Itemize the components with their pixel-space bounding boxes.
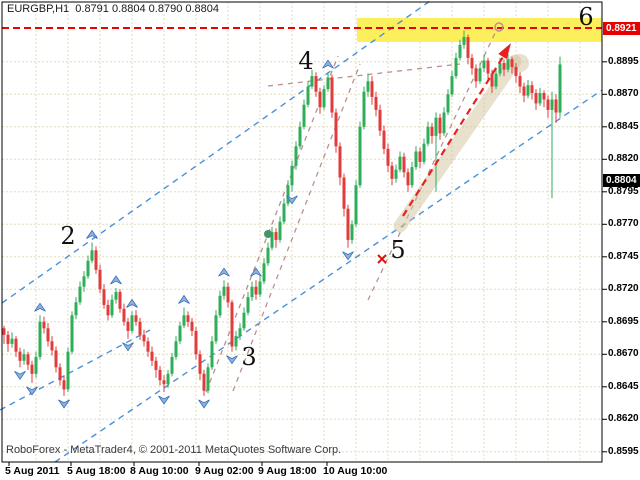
fractal-up-icon <box>322 59 334 69</box>
price-tick-label: 0.8695 <box>608 315 639 327</box>
fractal-up-icon <box>34 302 46 312</box>
fractal-up-icon <box>86 229 98 239</box>
fractal-up-icon <box>178 294 190 304</box>
wave-label-2: 2 <box>60 222 76 250</box>
resistance-price-box: 0.8921 <box>603 21 640 35</box>
wave-label-6: 6 <box>578 3 594 31</box>
axis-ticks <box>8 61 607 466</box>
fractal-down-icon <box>198 399 210 409</box>
arrowhead-icon <box>498 43 511 60</box>
wave-label-4: 4 <box>298 47 314 75</box>
fractal-down-icon <box>286 195 298 205</box>
x-mark <box>377 254 387 264</box>
time-tick-label: 8 Aug 10:00 <box>130 465 189 477</box>
price-tick-label: 0.8795 <box>608 185 639 197</box>
circle-target-marker <box>494 22 504 32</box>
fractal-down-icon <box>226 355 238 365</box>
price-tick-label: 0.8720 <box>608 283 639 295</box>
fractal-up-icon <box>110 275 122 285</box>
candlesticks <box>2 30 562 396</box>
price-tick-label: 0.8670 <box>608 348 639 360</box>
fractal-down-icon <box>26 386 38 396</box>
fractal-up-icon <box>250 267 262 277</box>
plot-frame <box>1 1 603 463</box>
trend-channel-lines <box>0 0 603 463</box>
fractal-down-icon <box>342 251 354 261</box>
price-tick-label: 0.8845 <box>608 120 639 132</box>
fractal-down-icon <box>122 342 134 352</box>
price-tick-label: 0.8770 <box>608 218 639 230</box>
current-price-box: 0.8804 <box>603 173 640 187</box>
forecast-arrow <box>402 43 511 217</box>
target-zone <box>357 18 602 42</box>
price-tick-label: 0.8620 <box>608 413 639 425</box>
wave-label-3: 3 <box>241 343 257 371</box>
price-tick-label: 0.8595 <box>608 445 639 457</box>
time-tick-label: 9 Aug 02:00 <box>195 465 254 477</box>
copyright-text: RoboForex - MetaTrader4, © 2001-2011 Met… <box>6 444 342 456</box>
green-dot-marker <box>264 230 272 238</box>
price-tick-label: 0.8745 <box>608 250 639 262</box>
wave-label-5: 5 <box>390 236 406 264</box>
time-tick-label: 5 Aug 2011 <box>5 465 60 477</box>
time-tick-label: 10 Aug 10:00 <box>323 465 388 477</box>
price-tick-label: 0.8870 <box>608 88 639 100</box>
chart-title: EURGBP,H1 0.8791 0.8804 0.8790 0.8804 <box>7 3 220 15</box>
time-tick-label: 9 Aug 18:00 <box>258 465 317 477</box>
fractal-up-icon <box>126 298 138 308</box>
price-tick-label: 0.8645 <box>608 380 639 392</box>
fractal-up-icon <box>218 267 230 277</box>
fractal-arrows <box>14 59 354 409</box>
fractal-down-icon <box>158 395 170 405</box>
price-tick-label: 0.8820 <box>608 153 639 165</box>
fractal-down-icon <box>14 370 26 381</box>
time-tick-label: 5 Aug 18:00 <box>67 465 126 477</box>
price-tick-label: 0.8895 <box>608 55 639 67</box>
fractal-down-icon <box>58 399 70 409</box>
